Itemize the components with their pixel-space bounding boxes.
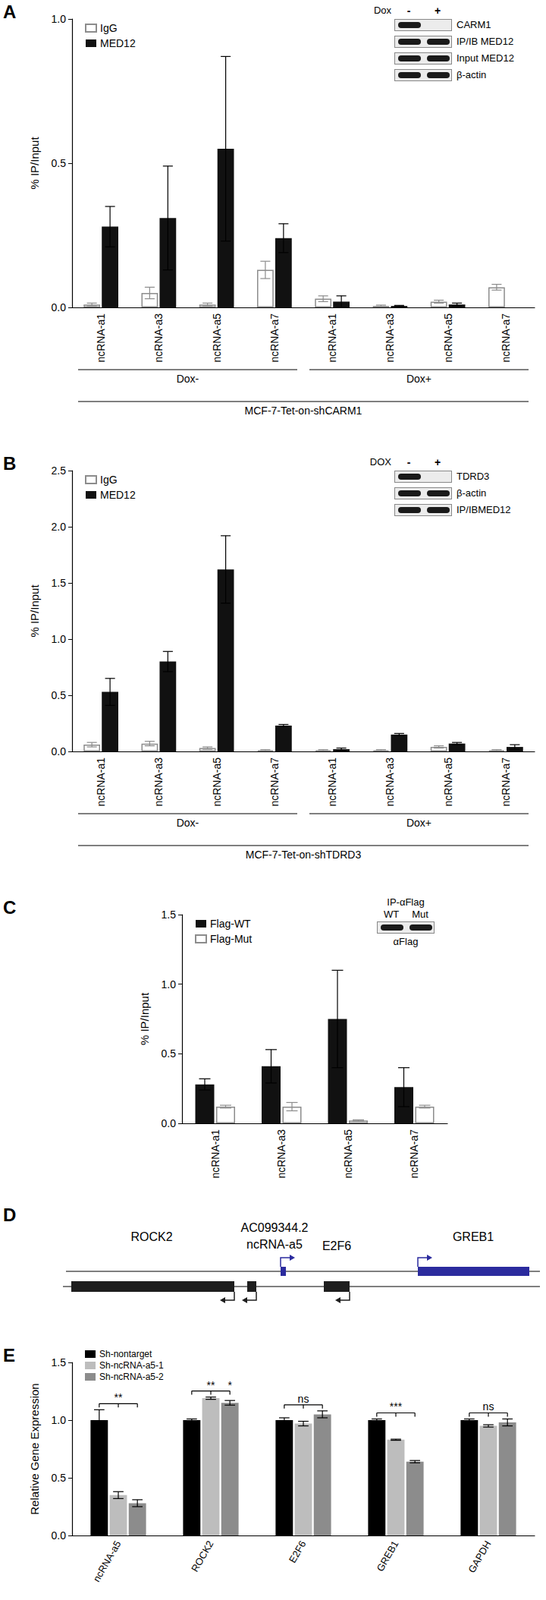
html-text:IP-αFlag: IP-αFlag bbox=[386, 895, 425, 907]
svg-text:ncRNA-a5: ncRNA-a5 bbox=[246, 1236, 303, 1250]
svg-text:% IP/Input: % IP/Input bbox=[138, 991, 151, 1045]
svg-text:GREB1: GREB1 bbox=[373, 1537, 401, 1573]
svg-text:0.0: 0.0 bbox=[51, 1528, 67, 1541]
svg-text:Flag-WT: Flag-WT bbox=[210, 916, 252, 929]
html-text:TDRD3: TDRD3 bbox=[456, 470, 490, 482]
svg-text:ncRNA-a1: ncRNA-a1 bbox=[209, 1128, 222, 1178]
svg-text:ncRNA-a5: ncRNA-a5 bbox=[442, 313, 455, 363]
svg-text:IgG: IgG bbox=[100, 473, 118, 486]
svg-text:MED12: MED12 bbox=[100, 488, 136, 501]
svg-text:0.0: 0.0 bbox=[51, 744, 67, 757]
svg-text:ns: ns bbox=[483, 1399, 495, 1412]
html-text:Mut: Mut bbox=[411, 907, 429, 920]
svg-text:0.5: 0.5 bbox=[51, 688, 67, 701]
svg-text:ncRNA-a3: ncRNA-a3 bbox=[152, 313, 165, 363]
svg-text:ROCK2: ROCK2 bbox=[188, 1537, 216, 1573]
html-text:IP/IBMED12: IP/IBMED12 bbox=[456, 503, 511, 515]
svg-text:Sh-ncRNA-a5-1: Sh-ncRNA-a5-1 bbox=[99, 1358, 164, 1370]
svg-text:Dox+: Dox+ bbox=[406, 815, 432, 829]
svg-text:ncRNA-a5: ncRNA-a5 bbox=[91, 1537, 124, 1582]
svg-text:ncRNA-a5: ncRNA-a5 bbox=[442, 756, 455, 807]
svg-text:0.5: 0.5 bbox=[51, 1470, 67, 1483]
svg-text:MCF-7-Tet-on-shCARM1: MCF-7-Tet-on-shCARM1 bbox=[244, 404, 363, 417]
svg-text:ncRNA-a5: ncRNA-a5 bbox=[342, 1128, 355, 1178]
svg-text:ns: ns bbox=[298, 1391, 310, 1404]
svg-text:E2F6: E2F6 bbox=[286, 1537, 309, 1563]
svg-text:ncRNA-a1: ncRNA-a1 bbox=[94, 313, 107, 363]
svg-text:Dox-: Dox- bbox=[176, 815, 200, 829]
svg-text:0.0: 0.0 bbox=[51, 301, 67, 314]
svg-text:Relative Gene Expression: Relative Gene Expression bbox=[28, 1381, 41, 1513]
svg-text:ncRNA-a7: ncRNA-a7 bbox=[268, 756, 281, 807]
svg-text:ncRNA-a3: ncRNA-a3 bbox=[275, 1128, 288, 1178]
svg-text:Sh-nontarget: Sh-nontarget bbox=[99, 1347, 153, 1359]
svg-text:AC099344.2: AC099344.2 bbox=[241, 1220, 309, 1234]
svg-text:Flag-Mut: Flag-Mut bbox=[210, 931, 252, 945]
svg-text:1.5: 1.5 bbox=[161, 907, 177, 920]
svg-text:**: ** bbox=[114, 1390, 123, 1403]
svg-text:1.0: 1.0 bbox=[161, 977, 177, 990]
svg-text:2.5: 2.5 bbox=[51, 464, 67, 477]
svg-text:1.0: 1.0 bbox=[51, 1412, 67, 1425]
svg-text:1.5: 1.5 bbox=[51, 576, 67, 589]
html-text:β-actin: β-actin bbox=[456, 69, 487, 81]
html-text:WT: WT bbox=[383, 907, 399, 920]
svg-text:MED12: MED12 bbox=[100, 37, 136, 50]
html-text:C: C bbox=[3, 896, 17, 917]
svg-text:ncRNA-a3: ncRNA-a3 bbox=[152, 756, 165, 807]
svg-text:**: ** bbox=[207, 1377, 216, 1391]
svg-text:ncRNA-a7: ncRNA-a7 bbox=[407, 1128, 421, 1178]
svg-text:*: * bbox=[227, 1377, 233, 1391]
svg-text:ncRNA-a5: ncRNA-a5 bbox=[210, 756, 223, 807]
svg-text:2.0: 2.0 bbox=[51, 520, 67, 533]
svg-text:ROCK2: ROCK2 bbox=[130, 1229, 173, 1243]
html-text:DOX: DOX bbox=[369, 455, 392, 468]
svg-text:GREB1: GREB1 bbox=[452, 1229, 494, 1243]
svg-text:E2F6: E2F6 bbox=[322, 1238, 352, 1252]
html-text:Input MED12: Input MED12 bbox=[456, 52, 515, 64]
svg-text:ncRNA-a1: ncRNA-a1 bbox=[326, 756, 339, 807]
svg-text:GAPDH: GAPDH bbox=[465, 1537, 493, 1573]
html-text:αFlag: αFlag bbox=[393, 935, 419, 947]
svg-text:% IP/Input: % IP/Input bbox=[28, 136, 41, 190]
svg-text:ncRNA-a3: ncRNA-a3 bbox=[383, 313, 396, 363]
html-text:A: A bbox=[3, 1, 17, 22]
svg-text:1.0: 1.0 bbox=[51, 12, 67, 26]
svg-text:0.0: 0.0 bbox=[161, 1116, 177, 1129]
svg-text:1.0: 1.0 bbox=[51, 632, 67, 645]
html-text:β-actin: β-actin bbox=[456, 486, 487, 499]
svg-text:ncRNA-a7: ncRNA-a7 bbox=[268, 313, 281, 363]
html-text:B: B bbox=[3, 452, 17, 474]
html-text:E: E bbox=[3, 1343, 16, 1365]
svg-text:0.5: 0.5 bbox=[161, 1046, 177, 1059]
svg-text:Dox+: Dox+ bbox=[406, 372, 432, 385]
svg-text:IgG: IgG bbox=[100, 21, 118, 35]
svg-text:Sh-ncRNA-a5-2: Sh-ncRNA-a5-2 bbox=[99, 1370, 164, 1381]
html-text:CARM1: CARM1 bbox=[456, 18, 492, 31]
svg-text:ncRNA-a5: ncRNA-a5 bbox=[210, 313, 223, 363]
svg-text:1.5: 1.5 bbox=[51, 1355, 67, 1368]
svg-text:Dox-: Dox- bbox=[176, 372, 200, 385]
html-text:Dox: Dox bbox=[373, 4, 392, 16]
svg-text:ncRNA-a7: ncRNA-a7 bbox=[499, 756, 512, 807]
html-text:D: D bbox=[3, 1203, 17, 1224]
html-text:IP/IB MED12: IP/IB MED12 bbox=[456, 35, 514, 48]
svg-text:MCF-7-Tet-on-shTDRD3: MCF-7-Tet-on-shTDRD3 bbox=[245, 847, 362, 860]
svg-text:0.5: 0.5 bbox=[51, 156, 67, 170]
svg-text:% IP/Input: % IP/Input bbox=[28, 583, 41, 637]
svg-text:ncRNA-a3: ncRNA-a3 bbox=[383, 756, 396, 807]
svg-text:***: *** bbox=[389, 1399, 403, 1412]
svg-text:ncRNA-a1: ncRNA-a1 bbox=[94, 756, 107, 807]
svg-text:ncRNA-a7: ncRNA-a7 bbox=[499, 313, 512, 363]
svg-text:ncRNA-a1: ncRNA-a1 bbox=[326, 313, 339, 363]
